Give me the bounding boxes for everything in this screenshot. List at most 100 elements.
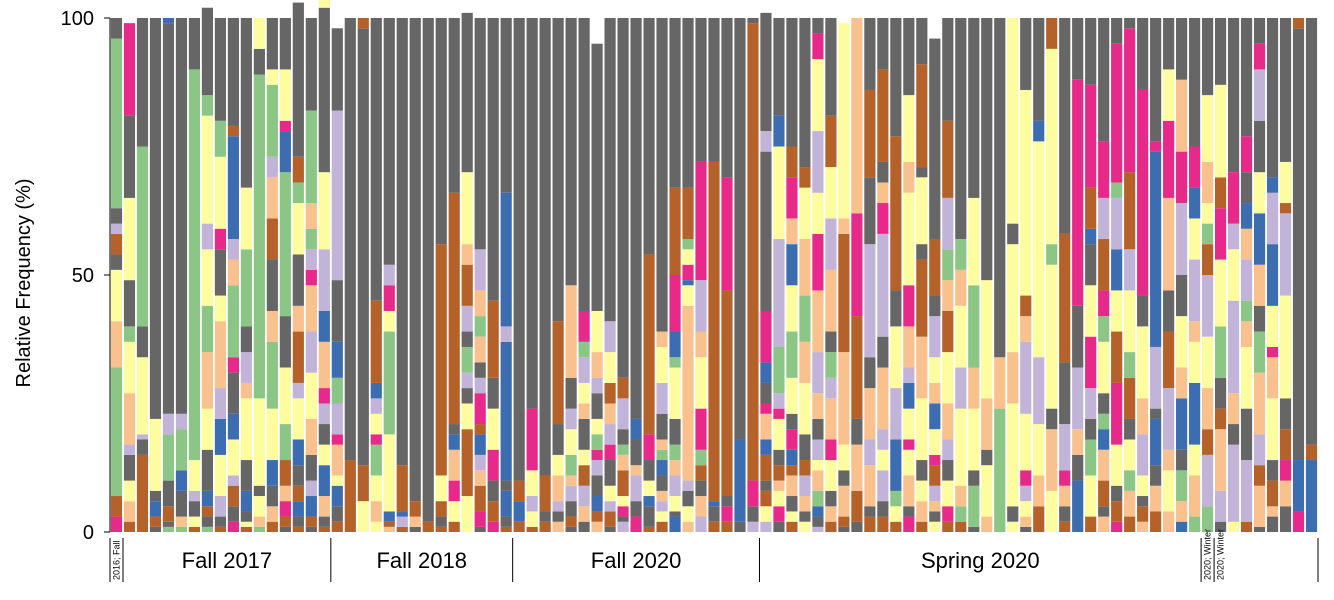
bar-segment [474, 377, 486, 394]
bar-segment [1072, 79, 1084, 306]
bar-segment [1007, 18, 1019, 224]
bar-segment [240, 18, 252, 188]
bar-segment [1111, 182, 1123, 198]
bar-segment [1176, 398, 1188, 450]
bar-segment [513, 480, 525, 502]
bar-segment [1189, 341, 1201, 383]
bar-segment [916, 64, 928, 168]
bar-segment [565, 429, 577, 455]
bar-segment [812, 516, 824, 527]
bar-segment [331, 444, 343, 476]
bar-segment [1137, 295, 1149, 327]
bar-segment [1176, 275, 1188, 317]
bar-62 [903, 18, 915, 532]
bar-segment [903, 192, 915, 286]
bar-segment [175, 490, 188, 517]
bar-segment [370, 382, 382, 399]
bar-segment [318, 516, 330, 527]
bar-segment [396, 526, 408, 532]
bar-segment [877, 161, 889, 183]
bar-segment [695, 280, 707, 332]
bar-segment [760, 310, 772, 363]
bar-segment [1137, 326, 1149, 399]
group-label: 2020; Winter [1203, 529, 1213, 580]
bar-segment [162, 521, 175, 527]
bar-segment [474, 424, 486, 435]
bar-segment [1189, 259, 1201, 322]
bar-segment [799, 187, 811, 240]
bar-segment [825, 218, 837, 270]
bar-segment [955, 269, 967, 306]
bar-segment [1150, 465, 1162, 486]
bar-segment [1098, 316, 1110, 342]
bar-segment [1279, 18, 1292, 162]
bar-segment [890, 290, 902, 327]
bar-segment [1150, 511, 1162, 532]
bar-segment [1176, 521, 1188, 532]
bar-segment [201, 352, 213, 409]
bar-segment [435, 526, 447, 532]
bar-segment [357, 18, 369, 29]
bar-segment [435, 18, 447, 245]
bar-segment [1163, 197, 1175, 291]
bar-47 [708, 18, 720, 532]
bar-segment [708, 501, 720, 507]
bar-segment [1033, 18, 1045, 121]
bar-segment [812, 290, 824, 353]
bar-segment [1266, 346, 1279, 358]
bar-segment [214, 526, 226, 532]
bar-segment [656, 521, 668, 532]
bar-segment [162, 526, 175, 532]
bar-segment [591, 496, 603, 512]
bar-segment [1124, 290, 1136, 353]
bar-segment [110, 223, 123, 234]
bar-segment [383, 434, 395, 512]
bar-segment [955, 485, 967, 507]
bar-91 [1279, 18, 1292, 532]
bar-segment [760, 490, 772, 507]
bar-segment [1020, 18, 1032, 90]
bar-segment [240, 398, 252, 461]
bar-segment [1202, 454, 1214, 507]
bar-segment [890, 521, 902, 532]
bar-19 [344, 18, 356, 532]
bar-segment [1085, 475, 1097, 517]
bar-22 [383, 18, 395, 532]
bar-segment [1150, 485, 1162, 512]
bar-segment [318, 172, 330, 250]
bar-segment [942, 506, 954, 522]
bar-segment [1253, 434, 1266, 466]
bar-segment [487, 300, 499, 378]
bar-segment [1240, 136, 1253, 173]
bar-segment [929, 511, 941, 522]
bar-segment [968, 197, 980, 286]
bar-segment [1253, 485, 1266, 527]
bar-segment [305, 516, 317, 527]
bar-segment [318, 0, 330, 8]
bar-segment [1240, 172, 1253, 204]
bar-segment [903, 367, 915, 383]
bar-segment [695, 18, 707, 162]
bar-45 [682, 18, 694, 532]
bar-segment [1137, 496, 1149, 507]
bar-segment [929, 521, 941, 532]
bar-segment [604, 526, 616, 532]
bar-segment [279, 424, 291, 461]
bar-segment [1227, 393, 1240, 425]
bar-segment [838, 516, 850, 527]
bar-segment [461, 305, 473, 332]
bar-segment [305, 110, 317, 204]
bar-65 [942, 18, 954, 532]
bar-segment [760, 382, 772, 404]
bar-segment [474, 316, 486, 337]
bar-39 [604, 18, 616, 532]
bar-segment [227, 357, 239, 373]
bar-segment [1266, 18, 1279, 178]
bar-segment [1266, 244, 1279, 306]
bar-segment [955, 18, 967, 240]
group-label: Fall 2020 [591, 548, 682, 573]
bar-segment [695, 496, 707, 517]
bar-segment [643, 18, 655, 255]
bar-segment [682, 18, 694, 188]
bar-segment [903, 161, 915, 193]
